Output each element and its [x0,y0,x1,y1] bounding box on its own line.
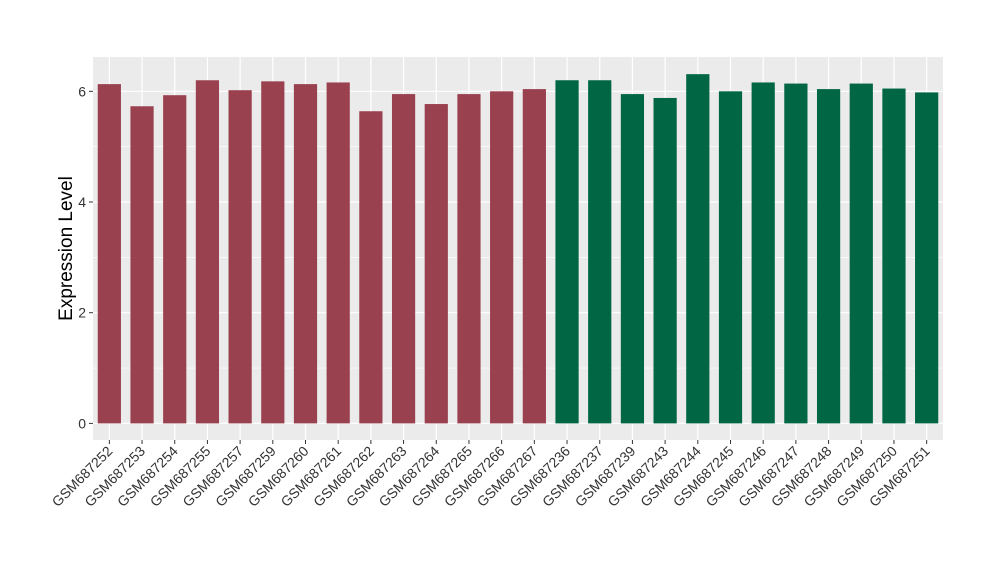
bar [882,88,906,424]
bar [915,92,939,424]
y-tick-label: 2 [78,305,86,321]
bar [326,82,350,424]
y-axis-title: Expression Level [56,176,77,321]
bar [490,91,514,424]
y-tick-label: 6 [78,83,86,99]
y-tick-label: 0 [78,415,86,431]
bar [163,95,187,424]
bar [784,83,808,424]
bar [359,111,383,424]
bar [588,80,612,424]
y-tick-label: 4 [78,194,86,210]
bar [261,81,285,424]
bar [718,91,743,424]
bar [391,94,416,424]
bar [228,90,252,424]
bar [457,94,481,424]
plot-panel [93,57,943,440]
bar [97,84,121,424]
bar [130,106,154,424]
bar [620,94,645,424]
bar [555,80,579,424]
bar [751,82,775,424]
bar [293,84,318,424]
bar [424,104,448,424]
bar [195,80,220,424]
bar [686,74,710,424]
bar [849,83,873,424]
bar [522,89,546,424]
bar [816,89,841,424]
bar [653,97,677,424]
